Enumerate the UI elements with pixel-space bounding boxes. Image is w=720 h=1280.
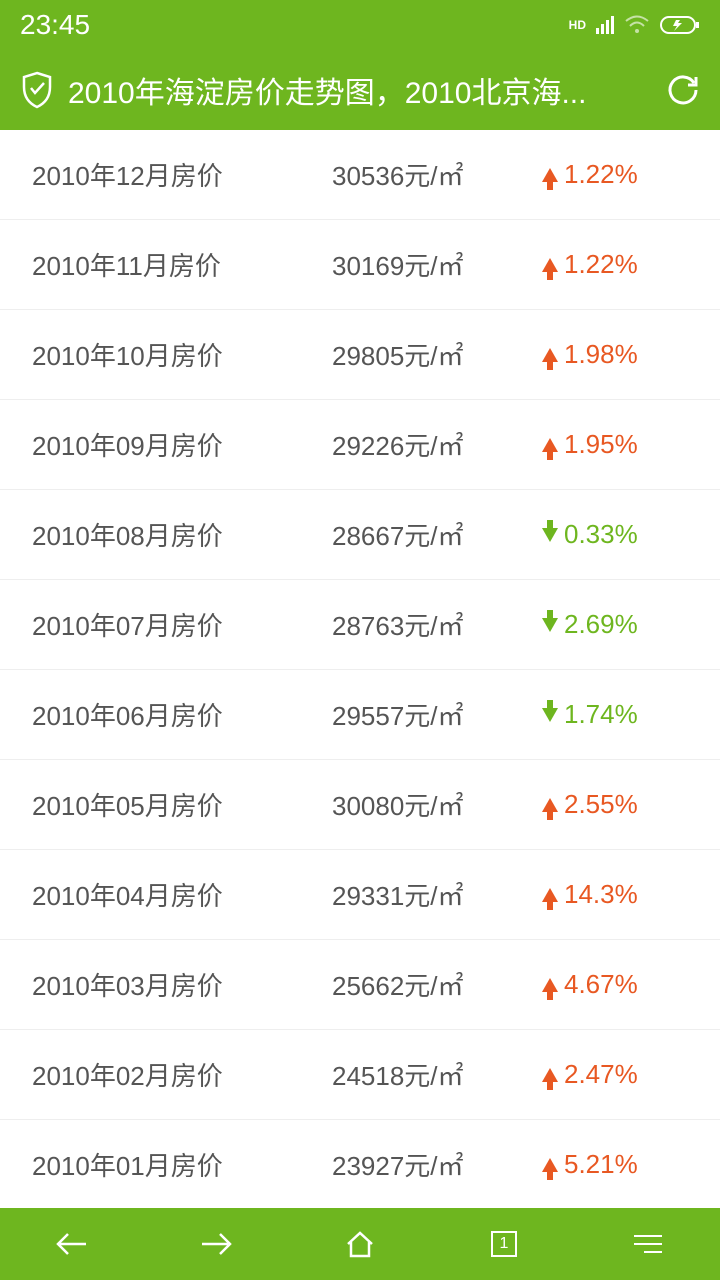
price-row[interactable]: 2010年06月房价29557元/㎡ 1.74%: [0, 670, 720, 760]
forward-button[interactable]: [186, 1214, 246, 1274]
change-percent: 5.21%: [564, 1149, 638, 1180]
row-change-value: 1.98%: [522, 339, 696, 370]
price-row[interactable]: 2010年03月房价25662元/㎡ 4.67%: [0, 940, 720, 1030]
change-percent: 1.22%: [564, 249, 638, 280]
arrow-up-icon: [542, 798, 558, 812]
change-percent: 1.22%: [564, 159, 638, 190]
row-price-value: 28763元/㎡: [332, 606, 522, 643]
row-change-value: 2.55%: [522, 789, 696, 820]
price-row[interactable]: 2010年05月房价30080元/㎡ 2.55%: [0, 760, 720, 850]
row-change-value: 14.3%: [522, 879, 696, 910]
row-price-value: 30080元/㎡: [332, 786, 522, 823]
row-month-label: 2010年01月房价: [32, 1146, 332, 1183]
status-time: 23:45: [20, 9, 90, 41]
row-change-value: 1.22%: [522, 249, 696, 280]
row-month-label: 2010年10月房价: [32, 336, 332, 373]
row-price-value: 24518元/㎡: [332, 1056, 522, 1093]
change-percent: 1.74%: [564, 699, 638, 730]
arrow-up-icon: [542, 258, 558, 272]
price-row[interactable]: 2010年02月房价24518元/㎡ 2.47%: [0, 1030, 720, 1120]
row-price-value: 23927元/㎡: [332, 1146, 522, 1183]
arrow-up-icon: [542, 1158, 558, 1172]
row-change-value: 5.21%: [522, 1149, 696, 1180]
arrow-up-icon: [542, 1068, 558, 1082]
back-button[interactable]: [42, 1214, 102, 1274]
row-month-label: 2010年11月房价: [32, 246, 332, 283]
row-price-value: 29557元/㎡: [332, 696, 522, 733]
row-price-value: 29226元/㎡: [332, 426, 522, 463]
arrow-up-icon: [542, 978, 558, 992]
change-percent: 1.98%: [564, 339, 638, 370]
header-bar: 2010年海淀房价走势图，2010北京海...: [0, 50, 720, 130]
tab-count: 1: [500, 1235, 509, 1253]
change-percent: 14.3%: [564, 879, 638, 910]
change-percent: 1.95%: [564, 429, 638, 460]
row-month-label: 2010年03月房价: [32, 966, 332, 1003]
change-percent: 2.47%: [564, 1059, 638, 1090]
price-row[interactable]: 2010年09月房价29226元/㎡ 1.95%: [0, 400, 720, 490]
arrow-up-icon: [542, 348, 558, 362]
change-percent: 4.67%: [564, 969, 638, 1000]
row-month-label: 2010年07月房价: [32, 606, 332, 643]
menu-icon: [634, 1235, 662, 1253]
wifi-icon: [624, 15, 650, 35]
price-row[interactable]: 2010年12月房价30536元/㎡ 1.22%: [0, 130, 720, 220]
arrow-up-icon: [542, 438, 558, 452]
home-button[interactable]: [330, 1214, 390, 1274]
refresh-icon[interactable]: [666, 73, 700, 107]
row-month-label: 2010年09月房价: [32, 426, 332, 463]
price-row[interactable]: 2010年01月房价23927元/㎡ 5.21%: [0, 1120, 720, 1208]
row-price-value: 29805元/㎡: [332, 336, 522, 373]
row-change-value: 1.95%: [522, 429, 696, 460]
price-row[interactable]: 2010年11月房价30169元/㎡ 1.22%: [0, 220, 720, 310]
row-change-value: 0.33%: [522, 519, 696, 550]
row-price-value: 30169元/㎡: [332, 246, 522, 283]
price-row[interactable]: 2010年04月房价29331元/㎡ 14.3%: [0, 850, 720, 940]
shield-check-icon[interactable]: [20, 71, 54, 109]
row-month-label: 2010年06月房价: [32, 696, 332, 733]
change-percent: 2.55%: [564, 789, 638, 820]
battery-icon: [660, 15, 700, 35]
status-bar: 23:45 HD: [0, 0, 720, 50]
price-row[interactable]: 2010年07月房价28763元/㎡ 2.69%: [0, 580, 720, 670]
price-row[interactable]: 2010年08月房价28667元/㎡ 0.33%: [0, 490, 720, 580]
price-list[interactable]: 2010年12月房价30536元/㎡1.22%2010年11月房价30169元/…: [0, 130, 720, 1208]
row-change-value: 1.74%: [522, 699, 696, 730]
change-percent: 0.33%: [564, 519, 638, 550]
arrow-down-icon: [542, 708, 558, 722]
signal-icon: [596, 16, 614, 34]
menu-button[interactable]: [618, 1214, 678, 1274]
arrow-down-icon: [542, 618, 558, 632]
price-row[interactable]: 2010年10月房价29805元/㎡ 1.98%: [0, 310, 720, 400]
arrow-up-icon: [542, 888, 558, 902]
row-change-value: 2.69%: [522, 609, 696, 640]
row-month-label: 2010年08月房价: [32, 516, 332, 553]
row-price-value: 29331元/㎡: [332, 876, 522, 913]
row-month-label: 2010年12月房价: [32, 156, 332, 193]
change-percent: 2.69%: [564, 609, 638, 640]
row-change-value: 1.22%: [522, 159, 696, 190]
bottom-nav: 1: [0, 1208, 720, 1280]
row-price-value: 25662元/㎡: [332, 966, 522, 1003]
page-title: 2010年海淀房价走势图，2010北京海...: [68, 68, 652, 112]
row-month-label: 2010年05月房价: [32, 786, 332, 823]
arrow-up-icon: [542, 168, 558, 182]
row-change-value: 2.47%: [522, 1059, 696, 1090]
hd-label: HD: [569, 18, 586, 32]
row-change-value: 4.67%: [522, 969, 696, 1000]
row-price-value: 30536元/㎡: [332, 156, 522, 193]
row-month-label: 2010年04月房价: [32, 876, 332, 913]
status-icons: HD: [569, 15, 700, 35]
arrow-down-icon: [542, 528, 558, 542]
row-month-label: 2010年02月房价: [32, 1056, 332, 1093]
tabs-button[interactable]: 1: [474, 1214, 534, 1274]
row-price-value: 28667元/㎡: [332, 516, 522, 553]
